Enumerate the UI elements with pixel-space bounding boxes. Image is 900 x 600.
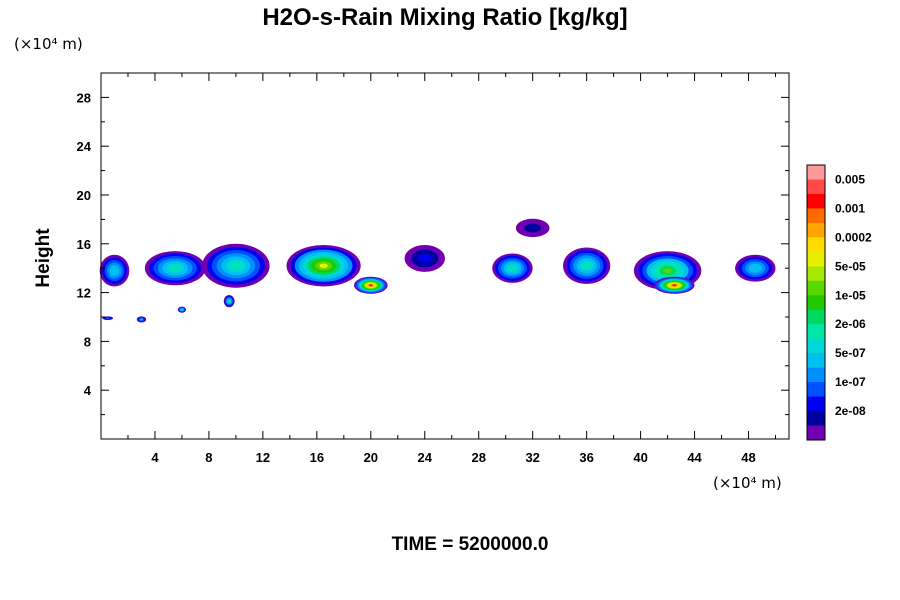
rain-contour — [106, 317, 109, 319]
colorbar-label: 5e-05 — [835, 259, 866, 273]
y-tick-label: 24 — [77, 139, 92, 154]
y-tick-label: 16 — [77, 237, 91, 252]
colorbar-swatch — [807, 193, 825, 209]
x-tick-label: 12 — [256, 450, 270, 465]
colorbar-labels: 0.005 0.001 0.0002 5e-05 1e-05 2e-06 5e-07 1e-0… — [835, 172, 872, 418]
colorbar-swatch — [807, 367, 825, 383]
rain-cell — [492, 253, 533, 283]
rain-cell — [404, 245, 445, 272]
rain-contour — [319, 263, 328, 269]
x-tick-label: 48 — [741, 450, 755, 465]
rain-contour — [663, 268, 672, 274]
colorbar-swatch — [807, 425, 825, 441]
colorbar-swatch — [807, 411, 825, 427]
rain-contour — [583, 263, 591, 269]
x-tick-label: 8 — [205, 450, 212, 465]
x-tick-labels: 4 8 12 16 20 24 28 32 36 40 44 48 — [151, 450, 755, 465]
colorbar-swatch — [807, 251, 825, 267]
rain-cell — [654, 276, 695, 294]
rain-contour — [672, 284, 677, 287]
rain-contour — [181, 309, 183, 311]
y-tick-label: 20 — [77, 188, 91, 203]
colorbar-label: 0.001 — [835, 201, 865, 215]
plot-area — [99, 72, 790, 440]
time-label: TIME = 5200000.0 — [392, 534, 549, 555]
rain-cell — [136, 316, 147, 323]
x-tick-label: 4 — [151, 450, 159, 465]
rain-contour — [524, 223, 542, 233]
colorbar-swatch — [807, 165, 825, 180]
y-tick-label: 8 — [84, 334, 91, 349]
rain-cell — [515, 218, 550, 238]
rain-contour — [228, 300, 230, 303]
x-tick-label: 36 — [579, 450, 593, 465]
colorbar-swatch — [807, 382, 825, 398]
colorbar-label: 0.0002 — [835, 230, 872, 244]
colorbar-swatch — [807, 266, 825, 282]
y-tick-label: 12 — [77, 286, 91, 301]
colorbar-swatch — [807, 324, 825, 340]
rain-field — [99, 218, 776, 323]
y-axis-unit: (×10⁴ m) — [14, 35, 83, 53]
rain-contour — [509, 266, 516, 271]
chart-title: H2O-s-Rain Mixing Ratio [kg/kg] — [262, 4, 627, 31]
colorbar-label: 1e-05 — [835, 288, 866, 302]
colorbar-swatch — [807, 222, 825, 238]
x-tick-label: 40 — [633, 450, 647, 465]
rain-cell — [353, 276, 388, 294]
colorbar-swatch — [807, 353, 825, 369]
x-tick-label: 32 — [525, 450, 539, 465]
colorbar-frame — [806, 164, 826, 441]
colorbar-label: 2e-08 — [835, 404, 866, 418]
rain-contour — [418, 253, 432, 263]
y-tick-labels: 4 8 12 16 20 24 28 — [77, 90, 92, 398]
y-axis-label: Height — [33, 228, 54, 288]
y-tick-label: 4 — [84, 383, 92, 398]
rain-cell — [563, 247, 611, 285]
rain-cell — [144, 251, 206, 286]
x-tick-label: 44 — [687, 450, 702, 465]
colorbar-swatch — [807, 208, 825, 224]
colorbar-swatch — [807, 309, 825, 325]
rain-cell — [202, 243, 270, 288]
x-axis-unit: (×10⁴ m) — [713, 474, 782, 492]
x-tick-label: 24 — [418, 450, 433, 465]
rain-cell — [223, 295, 235, 308]
rain-cell — [99, 254, 130, 287]
colorbar-swatch — [807, 295, 825, 311]
rain-cell — [286, 245, 361, 287]
colorbar-swatch — [807, 179, 825, 195]
colorbar-label: 0.005 — [835, 172, 865, 186]
x-tick-label: 28 — [471, 450, 485, 465]
y-tick-label: 28 — [77, 90, 91, 105]
colorbar-label: 2e-06 — [835, 317, 866, 331]
plot-frame — [100, 72, 790, 440]
colorbar-swatch — [807, 280, 825, 296]
tick-marks — [101, 73, 789, 439]
colorbar-swatch — [807, 237, 825, 253]
rain-contour — [369, 284, 373, 287]
rain-contour — [751, 265, 759, 271]
colorbar — [806, 164, 826, 441]
colorbar-swatch — [807, 396, 825, 412]
rain-contour — [112, 267, 117, 274]
rain-contour — [170, 265, 180, 271]
rain-cell — [177, 306, 186, 313]
x-tick-label: 16 — [310, 450, 324, 465]
colorbar-swatch — [807, 338, 825, 354]
x-tick-label: 20 — [364, 450, 378, 465]
colorbar-label: 1e-07 — [835, 375, 866, 389]
rain-cell — [735, 254, 776, 282]
rain-cell — [102, 316, 114, 321]
colorbar-label: 5e-07 — [835, 346, 866, 360]
rain-contour — [231, 262, 241, 269]
rain-contour — [140, 318, 143, 320]
